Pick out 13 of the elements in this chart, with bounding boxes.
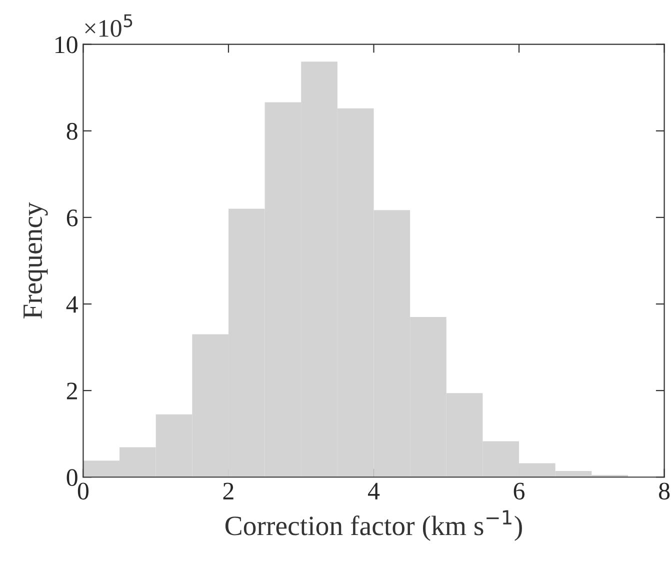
- text: ×10$^{5}$: [85, 14, 132, 37]
- y-tick-label: 2: [66, 382, 77, 400]
- y-axis-title: Frequency: [24, 202, 48, 319]
- y-tick-label: 10: [56, 36, 78, 54]
- x-tick-label: 2: [223, 482, 234, 500]
- y-tick-label: 4: [66, 296, 78, 313]
- x-tick-label: 4: [368, 482, 380, 500]
- y-tick-label: 6: [66, 210, 78, 226]
- x-tick-label: 6: [514, 482, 525, 500]
- y-tick-label: 8: [66, 122, 78, 140]
- x-axis-title: Correction factor (km s$^{−1}$): [225, 510, 522, 541]
- x-tick-label: 8: [658, 482, 670, 500]
- y-tick-label: 0: [66, 469, 78, 486]
